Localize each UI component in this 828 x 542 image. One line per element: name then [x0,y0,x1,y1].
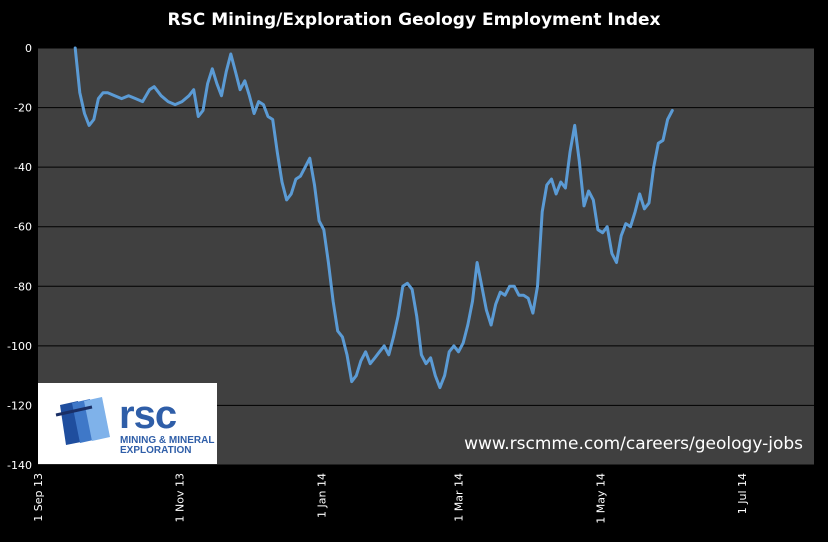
gridlines [38,47,814,466]
x-axis-ticks: 1 Sep 13 1 Nov 13 1 Jan 14 1 Mar 14 1 May 14… [32,473,749,524]
x-tick-label: 1 Nov 13 [174,473,187,522]
x-tick-label: 1 Mar 14 [453,473,466,522]
x-tick-label: 1 May 14 [594,473,607,524]
y-tick-label: -40 [14,161,32,174]
x-tick-label: 1 Jan 14 [315,473,328,518]
y-tick-label: -100 [7,340,32,353]
y-tick-label: -120 [7,399,32,412]
y-tick-label: -140 [7,459,32,472]
x-tick-label: 1 Sep 13 [32,473,45,522]
y-axis-ticks: 0 -20 -40 -60 -80 -100 -120 -140 [7,42,32,472]
logo-wordmark: rsc [119,393,177,437]
logo-tagline-1: MINING & MINERAL [120,435,215,446]
logo-mark-icon [55,397,110,445]
series-line [73,46,674,390]
chart-title: RSC Mining/Exploration Geology Employmen… [167,10,661,30]
y-tick-label: -80 [14,280,32,293]
y-tick-label: -20 [14,102,32,115]
logo-tagline-2: EXPLORATION [120,445,192,456]
y-tick-label: -60 [14,221,32,234]
rsc-logo: rsc MINING & MINERAL EXPLORATION [38,383,217,464]
website-watermark: www.rscmme.com/careers/geology-jobs [464,434,803,454]
y-tick-label: 0 [25,42,32,55]
x-tick-label: 1 Jul 14 [736,473,749,514]
